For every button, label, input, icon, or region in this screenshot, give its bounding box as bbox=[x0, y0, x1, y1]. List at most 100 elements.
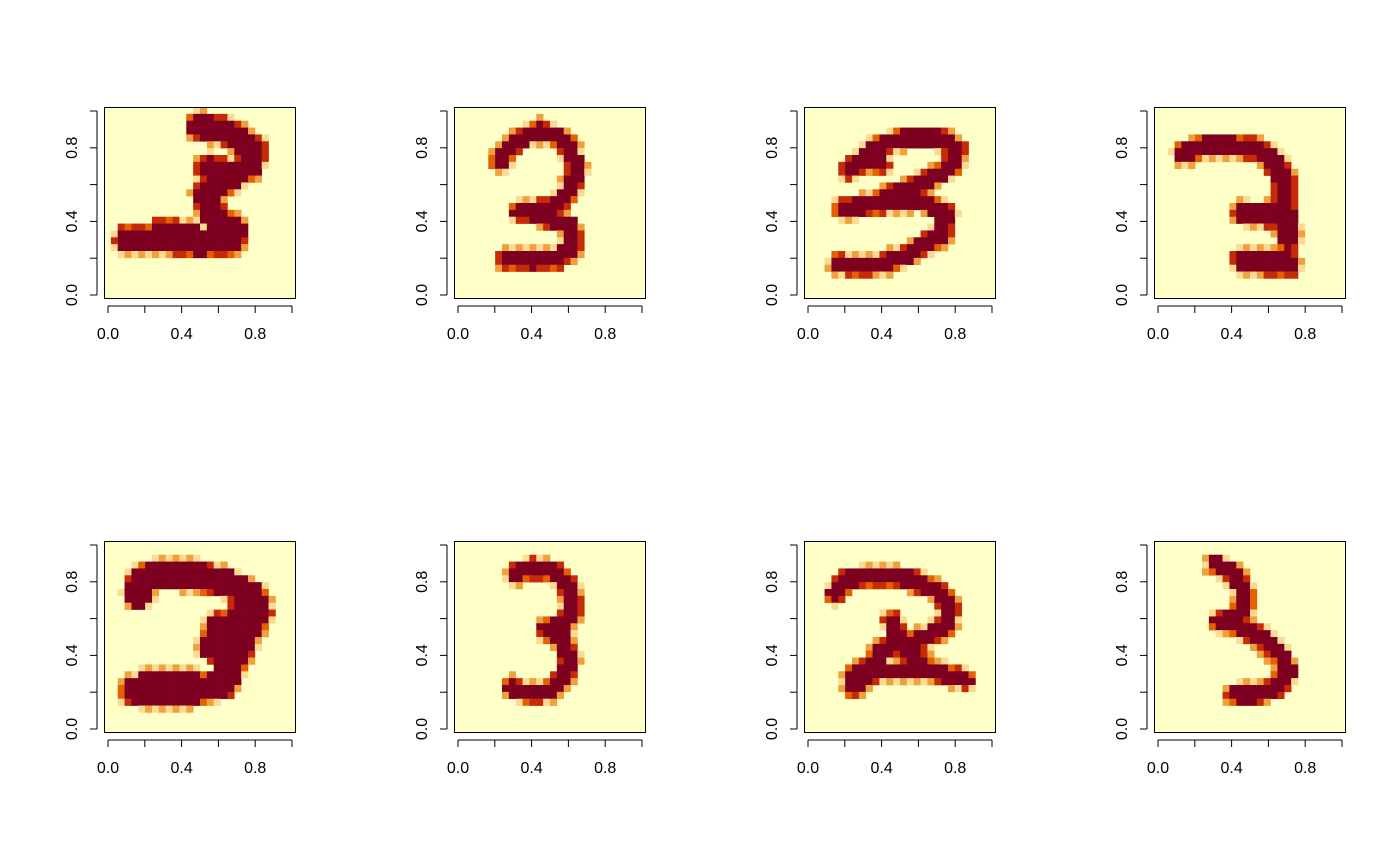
pixel-cell bbox=[138, 561, 146, 569]
pixel-cell bbox=[515, 244, 523, 252]
pixel-cell bbox=[131, 237, 139, 245]
pixel-cell bbox=[227, 223, 235, 231]
pixel-cell bbox=[124, 223, 132, 231]
pixel-cell bbox=[934, 216, 942, 224]
pixel-cell bbox=[543, 637, 551, 645]
pixel-cell bbox=[172, 691, 180, 700]
pixel-cell bbox=[865, 209, 873, 218]
pixel-cell bbox=[577, 148, 585, 156]
pixel-cell bbox=[886, 251, 894, 259]
pixel-cell bbox=[138, 691, 146, 700]
pixel-cell bbox=[1291, 251, 1299, 259]
pixel-cell bbox=[172, 671, 180, 679]
pixel-cell bbox=[206, 244, 215, 252]
pixel-cell bbox=[522, 251, 530, 259]
pixel-cell bbox=[927, 589, 935, 597]
pixel-cell bbox=[248, 616, 256, 624]
pixel-cell bbox=[961, 148, 969, 156]
pixel-cell bbox=[948, 595, 956, 604]
pixel-cell bbox=[172, 561, 180, 569]
pixel-cell bbox=[550, 189, 558, 197]
pixel-cell bbox=[213, 155, 221, 163]
pixel-cell bbox=[1222, 623, 1230, 631]
pixel-cell bbox=[865, 141, 873, 149]
pixel-cell bbox=[570, 678, 578, 686]
pixel-cell bbox=[1284, 685, 1292, 693]
pixel-cell bbox=[241, 643, 249, 652]
pixel-cell bbox=[186, 582, 194, 590]
pixel-cell bbox=[213, 161, 221, 170]
pixel-cell bbox=[206, 189, 215, 197]
pixel-cell bbox=[206, 251, 215, 259]
pixel-cell bbox=[954, 595, 963, 604]
pixel-cell bbox=[1222, 691, 1230, 700]
pixel-cell bbox=[193, 561, 201, 569]
pixel-cell bbox=[206, 113, 215, 122]
pixel-cell bbox=[948, 168, 956, 176]
pixel-cell bbox=[1277, 223, 1285, 231]
pixel-cell bbox=[570, 609, 578, 617]
pixel-cell bbox=[838, 161, 846, 170]
pixel-cell bbox=[193, 168, 201, 176]
pixel-cell bbox=[961, 161, 969, 170]
pixel-cell bbox=[927, 575, 935, 583]
pixel-cell bbox=[268, 609, 276, 617]
pixel-cell bbox=[213, 127, 221, 135]
pixel-cell bbox=[488, 161, 496, 170]
pixel-cell bbox=[1243, 630, 1251, 638]
pixel-cell bbox=[858, 561, 867, 569]
pixel-cell bbox=[577, 175, 585, 183]
pixel-cell bbox=[117, 698, 125, 706]
pixel-cell bbox=[522, 127, 530, 135]
pixel-cell bbox=[893, 148, 901, 156]
pixel-cell bbox=[879, 623, 887, 631]
pixel-cell bbox=[1236, 251, 1244, 259]
pixel-cell bbox=[220, 616, 228, 624]
pixel-cell bbox=[563, 650, 571, 658]
pixel-cell bbox=[865, 643, 873, 652]
digit-panel-6: 0.0 0.4 0.80.00.40.8 bbox=[414, 541, 646, 777]
pixel-cell bbox=[906, 182, 915, 190]
pixel-cell bbox=[241, 630, 249, 638]
pixel-cell bbox=[1222, 141, 1230, 149]
pixel-cell bbox=[536, 678, 544, 686]
pixel-cell bbox=[158, 685, 167, 693]
pixel-cell bbox=[138, 589, 146, 597]
pixel-cell bbox=[227, 657, 235, 665]
pixel-cell bbox=[536, 623, 544, 631]
pixel-cell bbox=[570, 237, 578, 245]
pixel-cell bbox=[858, 161, 867, 170]
digit-panel-3: 0.0 0.4 0.80.00.40.8 bbox=[764, 107, 996, 343]
pixel-cell bbox=[913, 657, 921, 665]
pixel-cell bbox=[110, 244, 119, 252]
x-tick-label: 0.0 bbox=[1147, 760, 1169, 777]
pixel-cell bbox=[1270, 691, 1278, 700]
pixel-cell bbox=[886, 271, 894, 279]
pixel-cell bbox=[200, 623, 208, 631]
pixel-cell bbox=[577, 237, 585, 245]
pixel-cell bbox=[954, 671, 963, 679]
pixel-cell bbox=[220, 623, 228, 631]
pixel-cell bbox=[845, 575, 853, 583]
pixel-cell bbox=[213, 568, 221, 576]
pixel-cell bbox=[920, 589, 928, 597]
pixel-cell bbox=[1243, 582, 1251, 590]
pixel-cell bbox=[845, 271, 853, 279]
pixel-cell bbox=[1256, 244, 1265, 252]
pixel-cell bbox=[508, 575, 517, 583]
pixel-cell bbox=[577, 595, 585, 604]
pixel-cell bbox=[906, 251, 915, 259]
pixel-cell bbox=[1243, 637, 1251, 645]
pixel-cell bbox=[241, 155, 249, 163]
pixel-cell bbox=[152, 568, 160, 576]
pixel-cell bbox=[886, 568, 894, 576]
pixel-cell bbox=[117, 685, 125, 693]
pixel-cell bbox=[1263, 691, 1271, 700]
pixel-cell bbox=[1284, 643, 1292, 652]
pixel-cell bbox=[200, 678, 208, 686]
pixel-cell bbox=[845, 209, 853, 218]
pixel-cell bbox=[522, 244, 530, 252]
pixel-cell bbox=[145, 251, 153, 259]
pixel-cell bbox=[186, 113, 194, 122]
x-tick-label: 0.0 bbox=[97, 326, 119, 343]
